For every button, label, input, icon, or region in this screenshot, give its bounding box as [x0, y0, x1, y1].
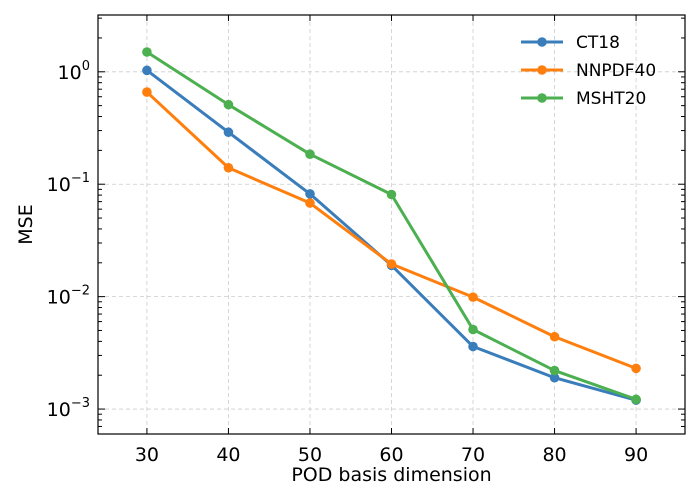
- y-tick-base: 10: [47, 399, 71, 421]
- data-point: [386, 189, 397, 200]
- legend-marker: [537, 93, 547, 103]
- data-point: [305, 189, 315, 199]
- x-tick-label: 80: [542, 444, 566, 466]
- y-tick-exponent: −1: [71, 171, 90, 186]
- x-tick-label: 60: [379, 444, 403, 466]
- data-point: [549, 331, 560, 342]
- x-tick-label: 30: [135, 444, 159, 466]
- data-point: [468, 324, 478, 335]
- data-point: [223, 162, 234, 173]
- y-tick-base: 10: [47, 174, 71, 196]
- y-tick-label: 10−1: [47, 171, 90, 196]
- x-axis-label: POD basis dimension: [291, 464, 491, 486]
- data-point: [142, 47, 152, 57]
- legend-label: MSHT20: [576, 89, 646, 109]
- x-tick-label: 90: [624, 444, 648, 466]
- data-point: [468, 292, 478, 302]
- x-tick-label: 70: [461, 444, 485, 466]
- legend: CT18 NNPDF40 MSHT20: [521, 33, 656, 109]
- y-tick-label: 100: [58, 59, 90, 84]
- data-point: [631, 394, 641, 405]
- data-point: [386, 259, 397, 269]
- legend-marker: [537, 37, 547, 47]
- y-tick-base: 10: [47, 287, 71, 309]
- data-point: [142, 65, 152, 76]
- data-point: [142, 87, 152, 97]
- data-point: [223, 99, 234, 110]
- series-nnpdf40: [142, 87, 641, 374]
- data-point: [468, 341, 478, 352]
- data-point: [549, 365, 560, 376]
- legend-entry: MSHT20: [521, 89, 646, 109]
- y-tick-exponent: 0: [82, 59, 90, 74]
- data-point: [305, 149, 315, 159]
- data-point: [305, 198, 315, 208]
- y-tick-exponent: −2: [71, 284, 90, 299]
- x-tick-label: 50: [298, 444, 322, 466]
- y-tick-label: 10−2: [47, 284, 90, 309]
- y-tick-base: 10: [58, 62, 82, 84]
- legend-entry: CT18: [521, 33, 620, 53]
- series-msht20: [142, 47, 641, 405]
- legend-marker: [537, 65, 547, 75]
- legend-label: NNPDF40: [576, 61, 656, 81]
- data-point: [223, 127, 234, 138]
- data-point: [549, 372, 560, 383]
- data-point: [631, 363, 641, 374]
- legend-entry: NNPDF40: [521, 61, 656, 81]
- y-tick-exponent: −3: [71, 396, 90, 411]
- series-layer: [142, 47, 641, 405]
- x-tick-label: 40: [216, 444, 240, 466]
- legend-label: CT18: [576, 33, 620, 53]
- y-tick-label: 10−3: [47, 396, 90, 421]
- y-axis-label: MSE: [15, 204, 37, 244]
